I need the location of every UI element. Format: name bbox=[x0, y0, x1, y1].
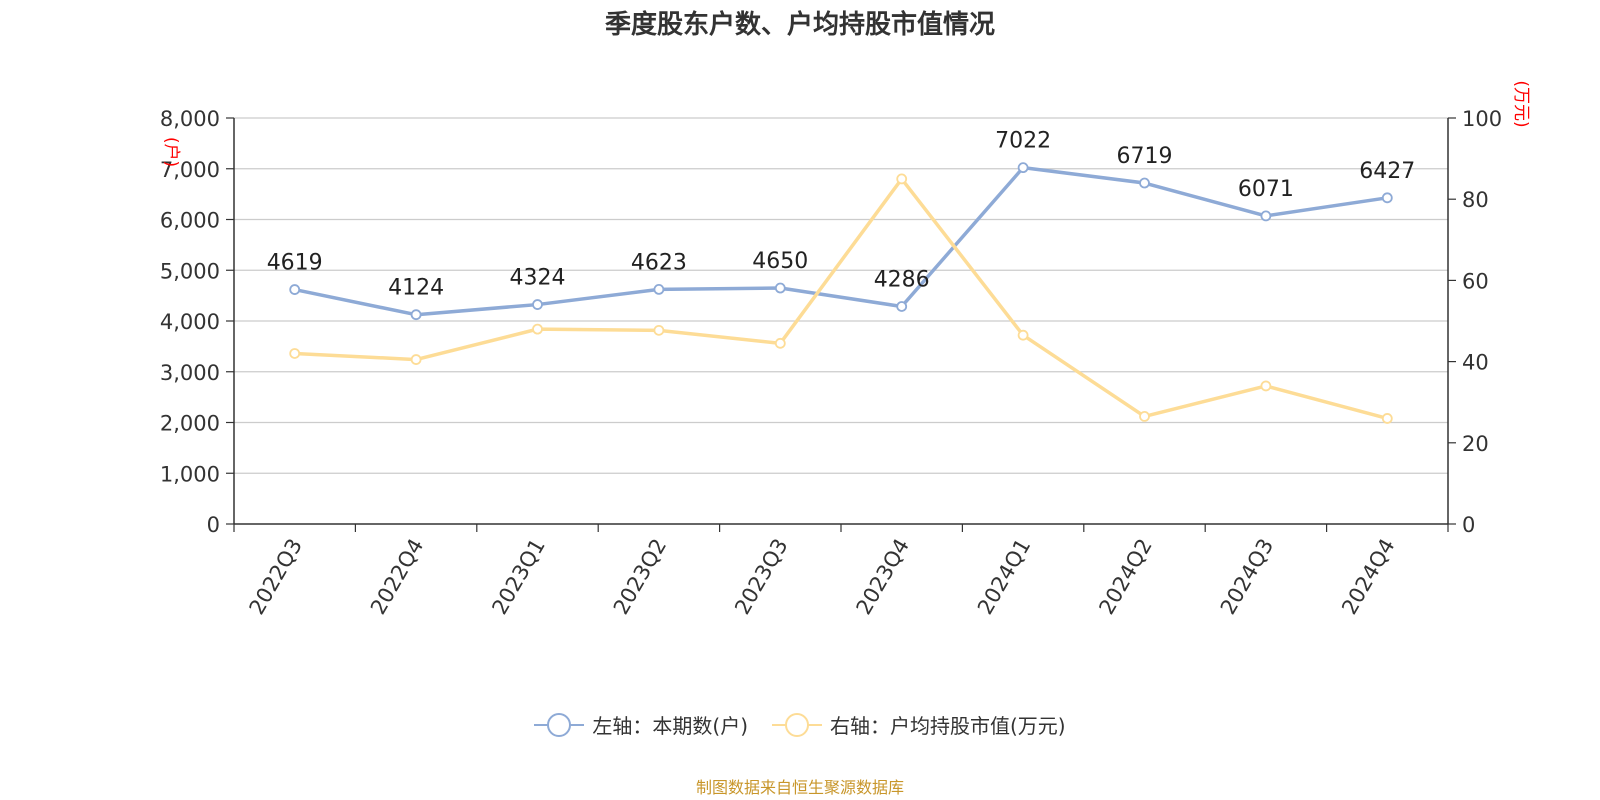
right-series-point bbox=[653, 324, 665, 336]
left-tick-label: 5,000 bbox=[160, 259, 220, 283]
right-series-point bbox=[774, 337, 786, 349]
right-tick-label: 100 bbox=[1462, 107, 1502, 131]
axes: 0 1,000 2,000 3,000 4,000 5,000 6,000 7,000 8,00… bbox=[160, 80, 1531, 618]
x-tick-label: 2024Q4 bbox=[1337, 535, 1399, 619]
data-label: 4124 bbox=[388, 276, 444, 301]
data-label: 4650 bbox=[752, 249, 808, 274]
data-label: 6427 bbox=[1359, 159, 1415, 184]
left-series-point bbox=[289, 284, 301, 295]
x-tick-label: 2023Q4 bbox=[852, 535, 914, 619]
left-series-point bbox=[1139, 177, 1150, 189]
right-series-point bbox=[410, 354, 422, 365]
right-tick-label: 0 bbox=[1462, 513, 1475, 537]
data-label: 7022 bbox=[995, 129, 1051, 154]
left-tick-label: 4,000 bbox=[160, 310, 220, 334]
data-label: 6071 bbox=[1238, 177, 1294, 202]
x-tick-label: 2023Q2 bbox=[609, 535, 671, 619]
legend-circle-icon bbox=[534, 712, 585, 737]
left-tick-label: 8,000 bbox=[160, 107, 220, 131]
left-tick-label: 6,000 bbox=[160, 209, 220, 233]
right-series-point bbox=[1260, 380, 1272, 392]
legend-label-left: 左轴：本期数(户) bbox=[592, 714, 748, 738]
left-tick-label: 3,000 bbox=[160, 361, 220, 385]
left-series-point bbox=[410, 309, 422, 321]
right-tick-label: 80 bbox=[1462, 188, 1489, 212]
legend-circle-icon bbox=[772, 712, 822, 737]
right-series-point bbox=[1139, 411, 1150, 422]
right-series-point bbox=[1381, 413, 1393, 424]
data-label: 4619 bbox=[267, 251, 323, 276]
right-series-line bbox=[294, 177, 1388, 421]
data-label: 6719 bbox=[1117, 144, 1173, 169]
left-series-point bbox=[896, 301, 908, 312]
left-series-point bbox=[774, 282, 786, 294]
left-series-point bbox=[1381, 192, 1393, 204]
left-tick-label: 1,000 bbox=[160, 462, 220, 486]
chart-title: 季度股东户数、户均持股市值情况 bbox=[604, 10, 995, 40]
x-tick-label: 2024Q3 bbox=[1216, 535, 1278, 619]
x-tick-label: 2022Q4 bbox=[366, 535, 428, 619]
left-tick-label: 7,000 bbox=[160, 158, 220, 182]
left-series-point bbox=[1260, 210, 1272, 222]
data-label: 4324 bbox=[510, 266, 566, 291]
chart-plot: 0 1,000 2,000 3,000 4,000 5,000 6,000 7,000 8,00… bbox=[160, 80, 1531, 618]
left-tick-label: 2,000 bbox=[160, 412, 220, 436]
legend-item-right[interactable]: 右轴：户均持股市值(万元) bbox=[772, 710, 1066, 739]
x-tick-label: 2024Q1 bbox=[973, 535, 1035, 619]
x-tick-label: 2023Q3 bbox=[730, 535, 792, 619]
left-tick-label: 0 bbox=[207, 513, 220, 537]
right-axis-unit: (万元) bbox=[1511, 80, 1531, 127]
left-series-point bbox=[1017, 162, 1029, 174]
left-series-point bbox=[653, 283, 665, 295]
right-tick-label: 60 bbox=[1462, 269, 1489, 293]
data-labels: 4619 4124 4324 4623 4650 4286 7022 6719 6071 6427 bbox=[267, 129, 1416, 301]
right-series-point bbox=[532, 323, 543, 335]
right-tick-label: 40 bbox=[1462, 351, 1489, 375]
source-note: 制图数据来自恒生聚源数据库 bbox=[695, 778, 904, 797]
data-label: 4286 bbox=[874, 267, 930, 292]
left-series-line bbox=[294, 165, 1388, 317]
x-tick-label: 2022Q3 bbox=[245, 535, 307, 619]
right-series-point bbox=[1017, 329, 1029, 341]
series-lines bbox=[289, 162, 1393, 424]
x-tick-label: 2024Q2 bbox=[1094, 535, 1156, 619]
grid-lines bbox=[234, 117, 1448, 474]
legend-label-right: 右轴：户均持股市值(万元) bbox=[830, 714, 1066, 738]
left-axis-unit: (户) bbox=[161, 137, 181, 167]
x-tick-label: 2023Q1 bbox=[487, 535, 549, 619]
left-series-point bbox=[532, 299, 543, 310]
right-series-point bbox=[289, 348, 301, 359]
right-tick-label: 20 bbox=[1462, 432, 1489, 456]
legend-item-left[interactable]: 左轴：本期数(户) bbox=[534, 710, 748, 739]
data-label: 4623 bbox=[631, 250, 687, 275]
right-series-point bbox=[896, 173, 908, 185]
legend: 左轴：本期数(户) 右轴：户均持股市值(万元) bbox=[0, 710, 1600, 739]
